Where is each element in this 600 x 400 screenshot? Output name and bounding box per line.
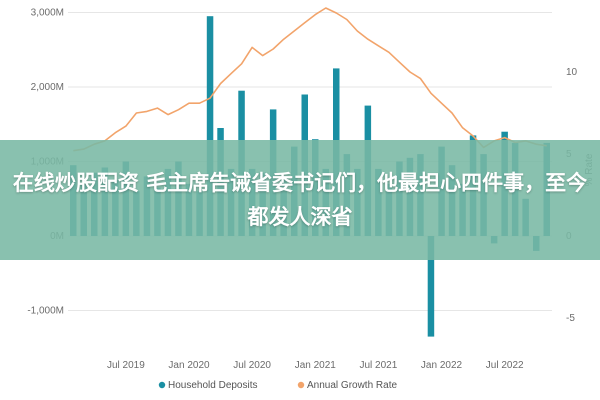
legend-marker-growth bbox=[297, 381, 305, 389]
legend-label-deposits: Household Deposits bbox=[168, 380, 258, 391]
x-tick-label: Jan 2020 bbox=[168, 360, 210, 371]
left-tick-label: 3,000M bbox=[31, 8, 64, 19]
legend-marker-deposits bbox=[158, 381, 166, 389]
left-tick-label: 2,000M bbox=[31, 82, 64, 93]
right-tick-label: -5 bbox=[566, 313, 575, 324]
banner-title: 在线炒股配资 毛主席告诫省委书记们，他最担心四件事，至今都发人深省 bbox=[12, 171, 588, 229]
x-tick-label: Jul 2021 bbox=[359, 360, 397, 371]
title-banner: 在线炒股配资 毛主席告诫省委书记们，他最担心四件事，至今都发人深省 bbox=[0, 140, 600, 260]
x-axis: Jul 2019 Jan 2020 Jul 2020 Jan 2021 Jul 2021… bbox=[107, 360, 524, 371]
left-tick-label: -1,000M bbox=[27, 306, 64, 317]
right-tick-label: 10 bbox=[566, 67, 578, 78]
growth-rate-line bbox=[73, 7, 547, 152]
x-tick-label: Jan 2021 bbox=[295, 360, 337, 371]
x-tick-label: Jul 2022 bbox=[486, 360, 524, 371]
x-tick-label: Jul 2020 bbox=[233, 360, 271, 371]
x-tick-label: Jul 2019 bbox=[107, 360, 145, 371]
legend: Household Deposits Annual Growth Rate bbox=[158, 380, 397, 391]
x-tick-label: Jan 2022 bbox=[421, 360, 463, 371]
legend-label-growth: Annual Growth Rate bbox=[307, 380, 397, 391]
household-deposits-bar bbox=[206, 16, 214, 237]
growth-rate-line-path bbox=[73, 7, 547, 152]
household-deposits-bar bbox=[427, 236, 435, 337]
